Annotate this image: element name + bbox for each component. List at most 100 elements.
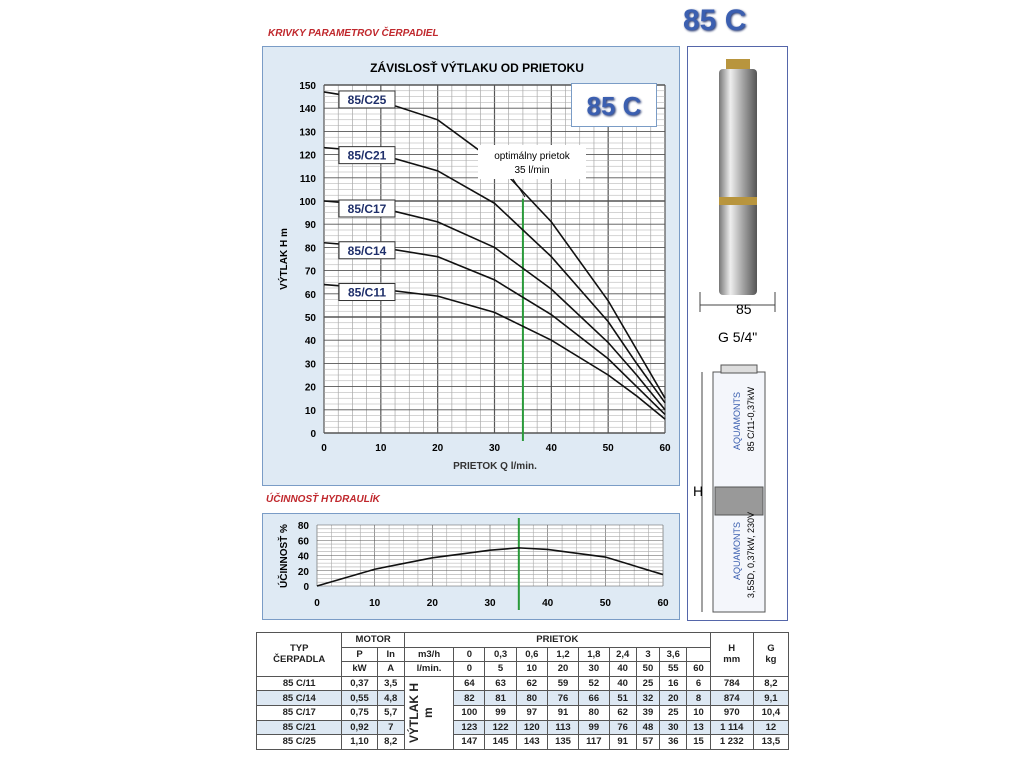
col-flow: PRIETOK (403, 632, 711, 648)
series-label-box (338, 241, 396, 260)
flow-header-cell: 1,8 (578, 646, 610, 663)
table-cell: 8,2 (752, 675, 790, 692)
y-tick-label: 40 (298, 552, 310, 563)
table-cell: 784 (709, 675, 754, 692)
thread-dimension: G 5/4" (718, 329, 758, 345)
y-tick-label: 110 (300, 174, 317, 185)
table-cell: 85 C/11 (255, 675, 343, 692)
table-cell: 117 (578, 734, 610, 750)
y-tick-label: 40 (305, 336, 317, 347)
annotation-text: optimálny prietok (494, 151, 571, 162)
table-cell: 20 (659, 690, 688, 706)
table-cell: 10,4 (752, 704, 790, 721)
flow-header-cell: 1,2 (546, 646, 580, 663)
table-cell: 1 232 (709, 734, 754, 750)
table-cell: 51 (608, 690, 637, 706)
y-tick-label: 120 (299, 151, 316, 162)
y-tick-label: 80 (298, 521, 310, 532)
table-cell: 40 (608, 675, 637, 692)
table-cell: 32 (635, 690, 661, 706)
chart-title: ZÁVISLOSŤ VÝTLAKU OD PRIETOKU (370, 60, 584, 75)
table-cell: 8 (686, 690, 711, 706)
table-cell: 143 (515, 734, 548, 750)
table-cell: 30 (659, 719, 688, 736)
flow-header-cell: 20 (546, 661, 580, 677)
table-cell: 99 (484, 704, 517, 721)
model-title: 85 C (683, 4, 747, 37)
table-cell: 25 (635, 675, 661, 692)
h-lmin: l/min. (403, 661, 455, 677)
x-tick-label: 0 (314, 598, 320, 609)
table-cell: 91 (608, 734, 637, 750)
flow-header-cell: 0,6 (515, 646, 548, 663)
annotation-pointer (512, 178, 526, 198)
head-flow-chart: 0 10 20 30 40 50 60 0 10 20 30 40 50 60 70 80 90 100 110 12… (277, 60, 671, 472)
y-tick-label: 0 (310, 429, 316, 440)
table-cell: 15 (686, 734, 711, 750)
table-cell: 120 (515, 719, 548, 736)
y-tick-label: 60 (305, 290, 317, 301)
table-row: 85 C/21 0,92 7 123 122 120 113 99 76 48 30 13 1 114 1… (255, 719, 790, 736)
y-tick-label: 80 (305, 243, 317, 254)
table-cell: 25 (659, 704, 688, 721)
table-cell: 85 C/25 (255, 734, 343, 750)
flow-header-cell: 3,6 (659, 646, 688, 663)
series-label-box (338, 283, 396, 302)
table-cell: 99 (578, 719, 610, 736)
table-cell: 52 (578, 675, 610, 692)
table-cell: 82 (453, 690, 486, 706)
table-cell: 97 (515, 704, 548, 721)
table-cell: 81 (484, 690, 517, 706)
table-cell: 123 (453, 719, 486, 736)
table-cell: 12 (752, 719, 790, 736)
series-label: 85/C21 (348, 149, 387, 163)
section-title: KRIVKY PARAMETROV ČERPADIEL (268, 28, 439, 39)
flow-header-cell: 55 (659, 661, 688, 677)
y-tick-label: 90 (305, 220, 317, 231)
table-cell: 62 (515, 675, 548, 692)
y-tick-label: 70 (305, 267, 317, 278)
table-cell: 63 (484, 675, 517, 692)
table-cell: 113 (546, 719, 580, 736)
table-cell: 7 (376, 719, 405, 736)
table-cell: 6 (686, 675, 711, 692)
table-cell: 5,7 (376, 704, 405, 721)
pump-outlet (726, 59, 750, 69)
x-tick-label: 10 (369, 598, 381, 609)
table-cell: 1 114 (709, 719, 754, 736)
annotation-box (478, 145, 586, 179)
x-tick-label: 10 (375, 443, 387, 454)
model-badge: 85 C (571, 83, 657, 127)
h-in: In (376, 646, 405, 663)
series-label-box (338, 90, 396, 109)
y-tick-label: 0 (303, 582, 309, 593)
table-cell: 0,37 (341, 675, 378, 692)
efficiency-chart-panel: 0 10 20 30 40 50 60 0 20 40 60 80 ÚČINNOSŤ % (262, 513, 680, 620)
table-row: 85 C/11 0,37 3,5 VÝTLAK H m 64 63 62 59 52 40 25 16… (255, 675, 790, 750)
table-cell: 135 (546, 734, 580, 750)
table-cell: 62 (608, 704, 637, 721)
y-tick-label: 140 (299, 104, 316, 115)
h-p: P (341, 646, 378, 663)
x-tick-label: 60 (659, 443, 671, 454)
y-tick-label: 150 (299, 81, 316, 92)
table-cell: 80 (515, 690, 548, 706)
annotation-text: 35 l/min (514, 165, 549, 176)
table-cell: 0,55 (341, 690, 378, 706)
table-cell: 4,8 (376, 690, 405, 706)
flow-header-cell: 50 (635, 661, 661, 677)
flow-header-cell: 30 (578, 661, 610, 677)
flow-header-cell: 3 (635, 646, 661, 663)
table-cell: 76 (608, 719, 637, 736)
table-cell: 145 (484, 734, 517, 750)
y-tick-label: 60 (298, 536, 310, 547)
flow-header-cell: 60 (686, 661, 711, 677)
x-tick-label: 20 (432, 443, 444, 454)
table-cell: 8,2 (376, 734, 405, 750)
table-cell: 100 (453, 704, 486, 721)
table-cell: 91 (546, 704, 580, 721)
h-a: A (376, 661, 405, 677)
pump-brand: AQUAMONTS (732, 522, 742, 581)
table-cell: 76 (546, 690, 580, 706)
y-axis-label: ÚČINNOSŤ % (277, 524, 290, 588)
